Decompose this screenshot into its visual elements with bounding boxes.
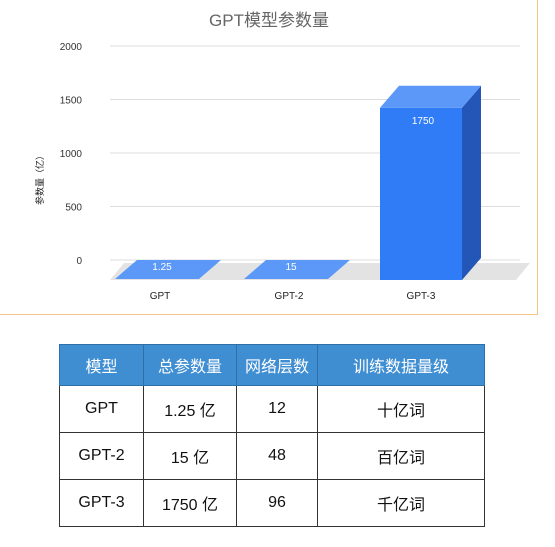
- bar-data-label: 1750: [412, 116, 435, 127]
- y-tick-label: 0: [76, 256, 82, 267]
- table-cell: 12: [236, 385, 318, 433]
- param-table: 模型 总参数量 网络层数 训练数据量级 GPT 1.25 亿 12 十亿词 GP…: [59, 344, 485, 527]
- table-header-cell: 总参数量: [143, 344, 237, 386]
- bar: [244, 260, 350, 279]
- bar: [380, 85, 481, 280]
- bar-data-label: 15: [285, 262, 297, 273]
- y-tick-label: 1500: [60, 96, 83, 107]
- table-cell: 96: [236, 479, 318, 527]
- x-tick-label: GPT: [150, 291, 171, 302]
- table-header-cell: 训练数据量级: [317, 344, 485, 386]
- table-wrap: 模型 总参数量 网络层数 训练数据量级 GPT 1.25 亿 12 十亿词 GP…: [59, 344, 485, 527]
- bar-chart: 0 500 1000 1500 2000 参数量（亿） 1.25 GPT 15 GPT-2 1750…: [34, 42, 530, 302]
- table-header-row: 模型 总参数量 网络层数 训练数据量级: [59, 344, 485, 386]
- table-row: GPT-3 1750 亿 96 千亿词: [59, 479, 485, 527]
- chart-panel: GPT模型参数量 0 500 1000 1500 2000 参数量（亿） 1.25 GPT 15…: [0, 0, 538, 315]
- table-cell: GPT-3: [59, 479, 144, 527]
- bar-side-face: [462, 85, 481, 280]
- table-cell: 十亿词: [317, 385, 485, 433]
- bar-slab: [115, 260, 221, 279]
- table-header-cell: 网络层数: [236, 344, 318, 386]
- table-cell: GPT-2: [59, 432, 144, 480]
- table-cell: GPT: [59, 385, 144, 433]
- x-tick-label: GPT-3: [407, 291, 436, 302]
- table-cell: 百亿词: [317, 432, 485, 480]
- y-tick-label: 1000: [60, 149, 83, 160]
- y-axis-label: 参数量（亿）: [34, 151, 45, 205]
- table-cell: 15 亿: [143, 432, 237, 480]
- table-row: GPT-2 15 亿 48 百亿词: [59, 432, 485, 480]
- bar-data-label: 1.25: [152, 262, 172, 273]
- y-tick-label: 2000: [60, 42, 83, 53]
- bar-front-face: [380, 107, 462, 280]
- bar-slab: [244, 260, 350, 279]
- bar: [115, 260, 221, 279]
- table-header-cell: 模型: [59, 344, 144, 386]
- table-cell: 千亿词: [317, 479, 485, 527]
- x-tick-label: GPT-2: [275, 291, 304, 302]
- table-cell: 1.25 亿: [143, 385, 237, 433]
- table-row: GPT 1.25 亿 12 十亿词: [59, 385, 485, 433]
- y-tick-label: 500: [65, 203, 82, 214]
- table-cell: 1750 亿: [143, 479, 237, 527]
- chart-title: GPT模型参数量: [209, 11, 329, 30]
- table-cell: 48: [236, 432, 318, 480]
- bar-top-face: [380, 85, 481, 108]
